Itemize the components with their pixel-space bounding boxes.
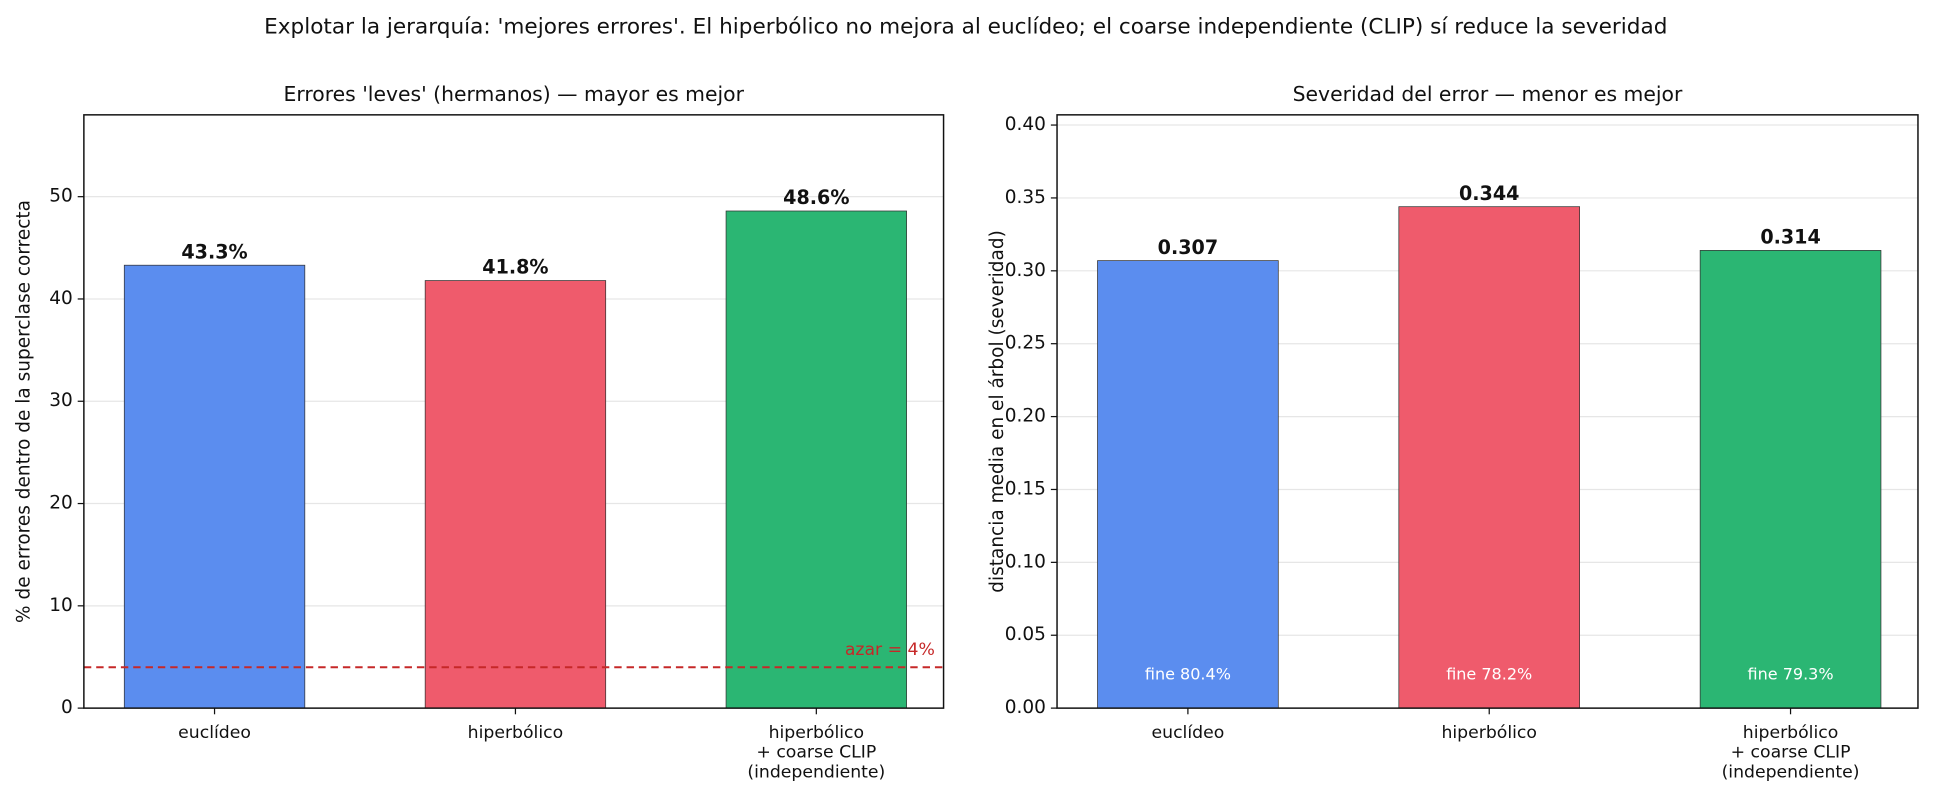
x-tick-label: euclídeo — [178, 723, 251, 743]
value-label: 48.6% — [783, 186, 849, 209]
value-label: 0.344 — [1459, 182, 1519, 205]
y-tick-label: 40 — [49, 288, 73, 309]
bar — [1398, 206, 1580, 709]
y-axis-label: % de errores dentro de la superclase cor… — [14, 200, 35, 623]
x-tick-label: euclídeo — [1152, 723, 1225, 743]
y-tick-label: 0.40 — [1005, 114, 1046, 135]
value-label: 41.8% — [482, 256, 548, 279]
bar — [725, 210, 907, 709]
bar — [1097, 260, 1279, 709]
value-label: 0.307 — [1158, 236, 1218, 259]
y-tick-label: 0.10 — [1005, 551, 1046, 572]
y-tick-label: 0.35 — [1005, 187, 1046, 208]
y-tick-label: 20 — [49, 493, 73, 514]
bar — [123, 264, 306, 709]
reference-label: azar = 4% — [845, 640, 935, 660]
x-tick-label: hiperbólico — [468, 723, 564, 743]
y-tick-label: 0.25 — [1005, 333, 1046, 354]
plot-frame — [1056, 114, 1919, 709]
bar — [1699, 250, 1882, 709]
y-tick-label: 50 — [49, 186, 73, 207]
x-tick-label: hiperbólico + coarse CLIP (independiente) — [747, 723, 885, 783]
y-axis-label: distancia media en el árbol (severidad) — [987, 230, 1008, 593]
y-tick-label: 0.20 — [1005, 406, 1046, 427]
suptitle: Explotar la jerarquía: 'mejores errores'… — [264, 14, 1667, 39]
y-tick-label: 10 — [49, 595, 73, 616]
inner-label: fine 79.3% — [1748, 664, 1834, 683]
plot-frame — [83, 114, 945, 709]
y-tick-label: 30 — [49, 390, 73, 411]
y-tick-label: 0.30 — [1005, 260, 1046, 281]
y-tick-label: 0.00 — [1005, 697, 1046, 718]
y-tick-label: 0.05 — [1005, 624, 1046, 645]
bar — [424, 280, 607, 709]
y-tick-label: 0.15 — [1005, 478, 1046, 499]
chart-title: Severidad del error — menor es mejor — [1293, 82, 1683, 106]
chart-title: Errores 'leves' (hermanos) — mayor es me… — [283, 82, 744, 106]
y-tick-label: 0 — [61, 697, 73, 718]
value-label: 43.3% — [181, 240, 247, 263]
x-tick-label: hiperbólico — [1441, 723, 1537, 743]
value-label: 0.314 — [1760, 226, 1820, 249]
inner-label: fine 78.2% — [1446, 664, 1532, 683]
inner-label: fine 80.4% — [1145, 664, 1231, 683]
x-tick-label: hiperbólico + coarse CLIP (independiente) — [1722, 723, 1860, 783]
